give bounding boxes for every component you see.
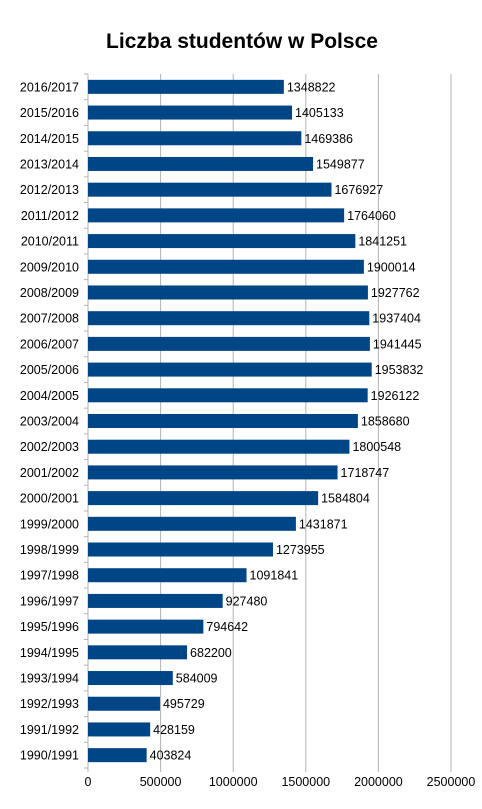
bar bbox=[88, 671, 173, 686]
bar bbox=[88, 491, 319, 506]
bar bbox=[88, 388, 368, 403]
bar bbox=[88, 542, 273, 557]
data-label: 1676927 bbox=[334, 183, 383, 197]
data-label: 1841251 bbox=[358, 235, 407, 249]
bar bbox=[88, 362, 372, 377]
category-label: 2010/2011 bbox=[21, 235, 79, 249]
category-label: 2002/2003 bbox=[20, 440, 79, 454]
data-label: 1937404 bbox=[372, 312, 421, 326]
bar bbox=[88, 336, 370, 351]
category-label: 2005/2006 bbox=[20, 363, 79, 377]
x-tick-label: 2500000 bbox=[427, 775, 476, 789]
category-label: 2016/2017 bbox=[20, 80, 79, 94]
bar bbox=[88, 439, 350, 454]
bar bbox=[88, 131, 302, 146]
labels: 0 500000 1000000 1500000 2000000 2500000 2016/… bbox=[20, 80, 475, 789]
bar bbox=[88, 208, 345, 223]
data-label: 1348822 bbox=[287, 80, 336, 94]
category-label: 1995/1996 bbox=[20, 620, 79, 634]
data-label: 403824 bbox=[150, 749, 192, 763]
x-tick-label: 1000000 bbox=[209, 775, 258, 789]
category-label: 1994/1995 bbox=[20, 646, 79, 660]
category-label: 2006/2007 bbox=[20, 337, 79, 351]
bar bbox=[88, 234, 356, 249]
data-label: 1431871 bbox=[299, 517, 348, 531]
chart-title: Liczba studentów w Polsce bbox=[106, 30, 378, 53]
category-label: 2015/2016 bbox=[20, 106, 79, 120]
bar bbox=[88, 516, 296, 531]
category-label: 2000/2001 bbox=[20, 492, 79, 506]
data-label: 584009 bbox=[176, 672, 218, 686]
category-label: 1992/1993 bbox=[20, 697, 79, 711]
category-label: 2011/2012 bbox=[21, 209, 79, 223]
data-label: 1900014 bbox=[367, 260, 416, 274]
data-label: 495729 bbox=[163, 697, 205, 711]
data-label: 1764060 bbox=[347, 209, 396, 223]
bar bbox=[88, 619, 204, 634]
bar bbox=[88, 645, 188, 660]
data-label: 1953832 bbox=[375, 363, 424, 377]
category-label: 2007/2008 bbox=[20, 312, 79, 326]
category-label: 2014/2015 bbox=[20, 132, 79, 146]
data-label: 1800548 bbox=[352, 440, 401, 454]
data-label: 1549877 bbox=[316, 157, 365, 171]
bar bbox=[88, 568, 247, 583]
data-label: 1091841 bbox=[250, 569, 299, 583]
category-label: 1990/1991 bbox=[20, 749, 79, 763]
data-label: 428159 bbox=[153, 723, 195, 737]
data-label: 1405133 bbox=[295, 106, 344, 120]
category-label: 2012/2013 bbox=[20, 183, 79, 197]
x-tick-label: 500000 bbox=[140, 775, 182, 789]
bar bbox=[88, 105, 293, 120]
category-label: 2013/2014 bbox=[20, 157, 79, 171]
bar bbox=[88, 311, 370, 326]
x-tick-label: 0 bbox=[85, 775, 92, 789]
bar bbox=[88, 465, 338, 480]
category-label: 2009/2010 bbox=[20, 260, 79, 274]
bar bbox=[88, 285, 368, 300]
data-label: 927480 bbox=[226, 594, 268, 608]
data-label: 1927762 bbox=[371, 286, 420, 300]
data-label: 682200 bbox=[190, 646, 232, 660]
category-label: 2001/2002 bbox=[20, 466, 79, 480]
x-tick-label: 1500000 bbox=[281, 775, 330, 789]
category-label: 1998/1999 bbox=[20, 543, 79, 557]
data-label: 1858680 bbox=[361, 415, 410, 429]
data-label: 1718747 bbox=[341, 466, 390, 480]
category-label: 1997/1998 bbox=[20, 569, 79, 583]
data-label: 1469386 bbox=[304, 132, 353, 146]
bar bbox=[88, 259, 364, 274]
bar bbox=[88, 156, 314, 171]
bar bbox=[88, 722, 151, 737]
category-label: 1999/2000 bbox=[20, 517, 79, 531]
bar bbox=[88, 182, 332, 197]
bar bbox=[88, 696, 160, 711]
category-label: 1996/1997 bbox=[20, 594, 79, 608]
bar bbox=[88, 414, 358, 428]
data-label: 794642 bbox=[206, 620, 248, 634]
data-label: 1926122 bbox=[371, 389, 420, 403]
category-label: 2003/2004 bbox=[20, 415, 79, 429]
category-label: 2004/2005 bbox=[20, 389, 79, 403]
category-label: 1991/1992 bbox=[20, 723, 79, 737]
data-label: 1584804 bbox=[321, 492, 370, 506]
bar bbox=[88, 593, 223, 608]
category-label: 1993/1994 bbox=[20, 672, 79, 686]
data-label: 1273955 bbox=[276, 543, 325, 557]
data-label: 1941445 bbox=[373, 337, 422, 351]
bar bbox=[88, 79, 284, 94]
bars bbox=[88, 79, 372, 763]
x-tick-label: 2000000 bbox=[354, 775, 403, 789]
category-label: 2008/2009 bbox=[20, 286, 79, 300]
bar bbox=[88, 748, 147, 763]
